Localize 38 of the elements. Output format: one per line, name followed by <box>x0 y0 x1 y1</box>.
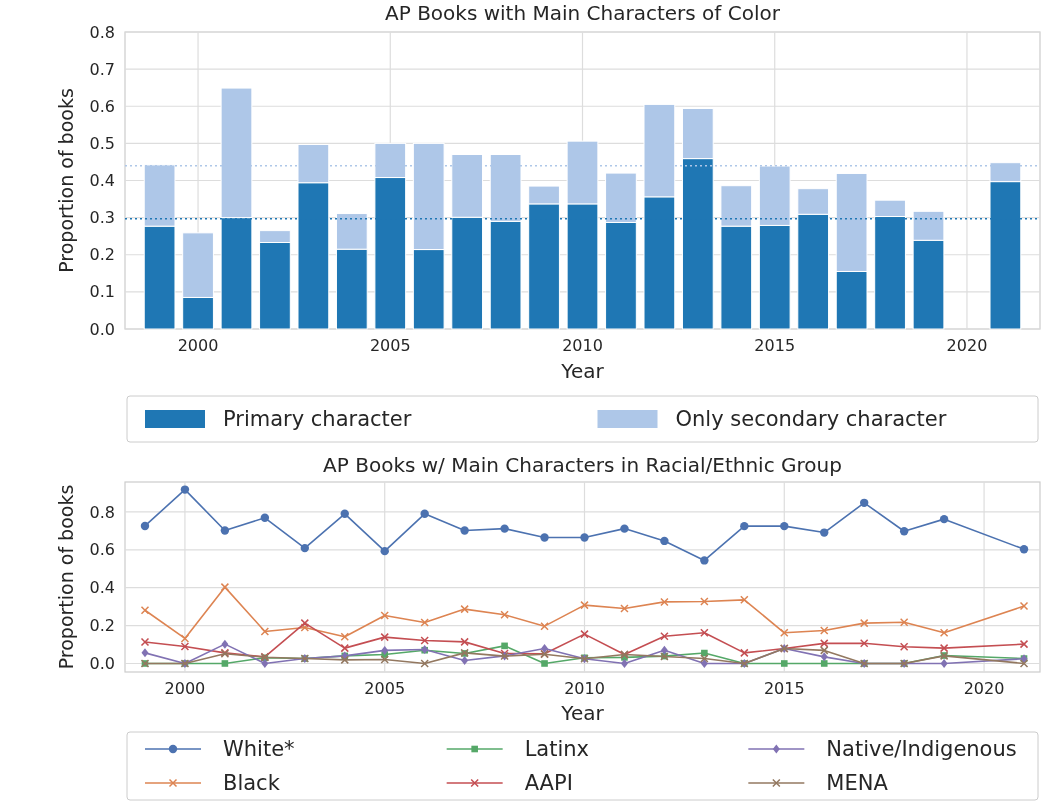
y-tick-label: 0.0 <box>89 319 115 339</box>
y-tick-label: 0.8 <box>89 22 115 42</box>
x-tick-label: 2010 <box>564 679 605 698</box>
legend-label: AAPI <box>524 771 573 796</box>
y-tick-label: 0.6 <box>89 540 115 560</box>
y-tick-label: 0.8 <box>89 502 115 522</box>
x-tick-label: 2010 <box>562 336 603 355</box>
y-tick-label: 0.2 <box>89 616 115 636</box>
x-axis-title: Year <box>560 701 605 725</box>
x-tick-label: 2020 <box>946 336 988 355</box>
y-tick-label: 0.1 <box>89 282 115 302</box>
x-tick-label: 2005 <box>364 679 406 698</box>
legend-label: White* <box>223 737 295 762</box>
y-axis-title: Proportion of books <box>55 88 77 273</box>
y-tick-label: 0.3 <box>89 208 115 228</box>
y-tick-label: 0.0 <box>89 654 115 674</box>
y-tick-label: 0.2 <box>89 245 115 265</box>
x-tick-label: 2005 <box>369 336 411 355</box>
x-axis-title: Year <box>560 359 605 383</box>
legend-label: MENA <box>826 771 889 796</box>
legend-label: Black <box>223 771 281 796</box>
x-tick-label: 2015 <box>754 336 796 355</box>
y-tick-label: 0.7 <box>89 59 115 79</box>
legend-label: Only secondary character <box>675 407 947 432</box>
legend-label: Native/Indigenous <box>826 737 1017 762</box>
y-tick-label: 0.6 <box>89 96 115 116</box>
legend-label: Latinx <box>524 737 590 762</box>
x-tick-label: 2015 <box>763 679 805 698</box>
x-tick-label: 2000 <box>177 336 219 355</box>
x-tick-label: 2000 <box>164 679 206 698</box>
legend-label: Primary character <box>223 407 412 432</box>
y-tick-label: 0.4 <box>89 171 115 191</box>
y-tick-label: 0.5 <box>89 133 115 153</box>
chart-title: AP Books with Main Characters of Color <box>385 1 781 25</box>
x-tick-label: 2020 <box>963 679 1005 698</box>
y-axis-title: Proportion of books <box>55 484 77 670</box>
chart-title: AP Books w/ Main Characters in Racial/Ethnic Group <box>323 453 842 477</box>
y-tick-label: 0.4 <box>89 578 115 598</box>
